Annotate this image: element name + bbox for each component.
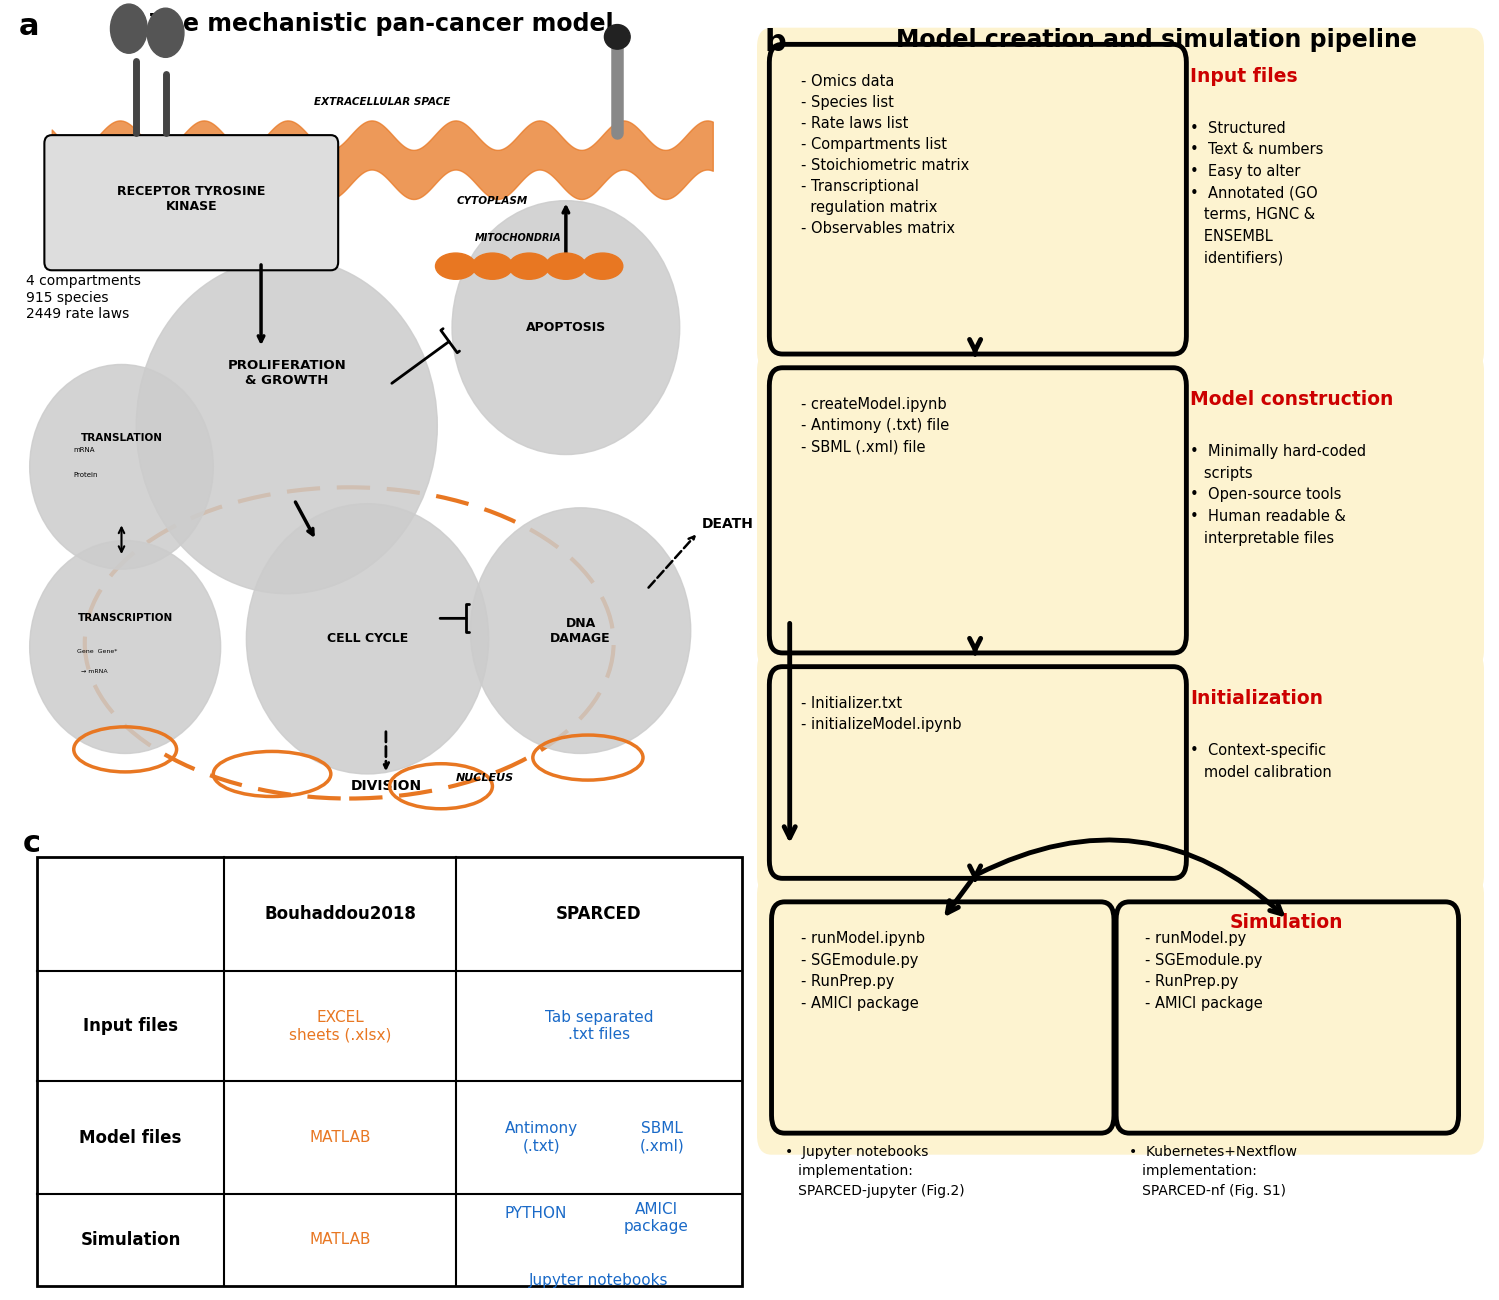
Ellipse shape [147, 8, 184, 57]
Text: •  Context-specific
   model calibration: • Context-specific model calibration [1190, 744, 1333, 780]
FancyBboxPatch shape [757, 351, 1484, 670]
FancyBboxPatch shape [769, 667, 1186, 879]
FancyBboxPatch shape [757, 27, 1484, 370]
Circle shape [471, 508, 691, 754]
Text: SBML
(.xml): SBML (.xml) [640, 1122, 685, 1154]
Ellipse shape [583, 254, 622, 280]
FancyBboxPatch shape [772, 902, 1114, 1134]
Text: •  Minimally hard-coded
   scripts
•  Open-source tools
•  Human readable &
   i: • Minimally hard-coded scripts • Open-so… [1190, 445, 1367, 546]
Circle shape [30, 541, 220, 754]
Text: •  Kubernetes+Nextflow
   implementation:
   SPARCED-nf (Fig. S1): • Kubernetes+Nextflow implementation: SP… [1129, 1145, 1297, 1197]
Text: mRNA: mRNA [73, 447, 96, 454]
Text: Simulation: Simulation [1229, 913, 1343, 932]
Text: - Omics data
- Species list
- Rate laws list
- Compartments list
- Stoichiometri: - Omics data - Species list - Rate laws … [800, 74, 968, 235]
Ellipse shape [472, 254, 513, 280]
Text: CYTOPLASM: CYTOPLASM [457, 196, 528, 205]
Text: The mechanistic pan-cancer model: The mechanistic pan-cancer model [150, 12, 615, 36]
Text: Input files: Input files [1190, 66, 1298, 86]
Text: a: a [18, 12, 39, 42]
Text: MATLAB: MATLAB [309, 1130, 370, 1145]
Text: EXTRACELLULAR SPACE: EXTRACELLULAR SPACE [315, 98, 450, 108]
Text: AMICI
package: AMICI package [624, 1202, 688, 1235]
Text: EXCEL
sheets (.xlsx): EXCEL sheets (.xlsx) [289, 1010, 391, 1043]
Text: DEATH: DEATH [702, 517, 754, 532]
Text: c: c [22, 828, 40, 858]
Ellipse shape [436, 254, 475, 280]
Text: - runModel.py
- SGEmodule.py
- RunPrep.py
- AMICI package: - runModel.py - SGEmodule.py - RunPrep.p… [1145, 931, 1264, 1011]
Text: Model files: Model files [79, 1128, 181, 1147]
Ellipse shape [546, 254, 586, 280]
Text: Jupyter notebooks: Jupyter notebooks [529, 1273, 669, 1288]
Text: PROLIFERATION
& GROWTH: PROLIFERATION & GROWTH [228, 359, 346, 386]
Circle shape [453, 200, 679, 455]
Text: - runModel.ipynb
- SGEmodule.py
- RunPrep.py
- AMICI package: - runModel.ipynb - SGEmodule.py - RunPre… [800, 931, 925, 1011]
Text: Tab separated
.txt files: Tab separated .txt files [544, 1010, 654, 1043]
FancyBboxPatch shape [757, 875, 1484, 1154]
FancyBboxPatch shape [757, 650, 1484, 894]
Ellipse shape [510, 254, 549, 280]
FancyBboxPatch shape [45, 135, 339, 270]
Circle shape [136, 257, 438, 594]
Text: 4 compartments
915 species
2449 rate laws: 4 compartments 915 species 2449 rate law… [25, 274, 141, 321]
Circle shape [246, 503, 489, 774]
Text: •  Structured
•  Text & numbers
•  Easy to alter
•  Annotated (GO
   terms, HGNC: • Structured • Text & numbers • Easy to … [1190, 121, 1324, 265]
Text: Gene  Gene*: Gene Gene* [78, 649, 118, 654]
Text: •  Jupyter notebooks
   implementation:
   SPARCED-jupyter (Fig.2): • Jupyter notebooks implementation: SPAR… [784, 1145, 964, 1197]
Text: DNA
DAMAGE: DNA DAMAGE [550, 616, 612, 645]
Text: MITOCHONDRIA: MITOCHONDRIA [475, 233, 562, 243]
FancyBboxPatch shape [1117, 902, 1459, 1134]
Text: Initialization: Initialization [1190, 689, 1324, 708]
Text: APOPTOSIS: APOPTOSIS [526, 321, 606, 334]
Text: SPARCED: SPARCED [556, 905, 642, 923]
Ellipse shape [604, 25, 630, 49]
Text: → mRNA: → mRNA [78, 670, 108, 675]
Text: MATLAB: MATLAB [309, 1232, 370, 1248]
Bar [37, 858, 742, 1286]
Text: Protein: Protein [73, 472, 99, 478]
Text: - Initializer.txt
- initializeModel.ipynb: - Initializer.txt - initializeModel.ipyn… [800, 696, 961, 732]
Text: Bouhaddou2018: Bouhaddou2018 [264, 905, 415, 923]
Text: Model creation and simulation pipeline: Model creation and simulation pipeline [896, 27, 1417, 52]
Text: b: b [764, 27, 785, 57]
Text: PYTHON: PYTHON [505, 1206, 567, 1221]
Text: CELL CYCLE: CELL CYCLE [327, 632, 408, 645]
FancyBboxPatch shape [769, 368, 1186, 653]
Text: Antimony
(.txt): Antimony (.txt) [505, 1122, 579, 1154]
FancyBboxPatch shape [769, 44, 1186, 354]
Text: Simulation: Simulation [81, 1231, 181, 1249]
Text: TRANSCRIPTION: TRANSCRIPTION [78, 614, 172, 623]
Text: Model construction: Model construction [1190, 390, 1394, 410]
Text: TRANSLATION: TRANSLATION [81, 433, 162, 443]
Text: Input files: Input files [82, 1017, 178, 1035]
Circle shape [30, 364, 213, 569]
Text: RECEPTOR TYROSINE
KINASE: RECEPTOR TYROSINE KINASE [117, 185, 265, 213]
Text: NUCLEUS: NUCLEUS [456, 774, 514, 783]
Text: - createModel.ipynb
- Antimony (.txt) file
- SBML (.xml) file: - createModel.ipynb - Antimony (.txt) fi… [800, 398, 949, 454]
Ellipse shape [111, 4, 147, 53]
Text: DIVISION: DIVISION [351, 779, 421, 793]
